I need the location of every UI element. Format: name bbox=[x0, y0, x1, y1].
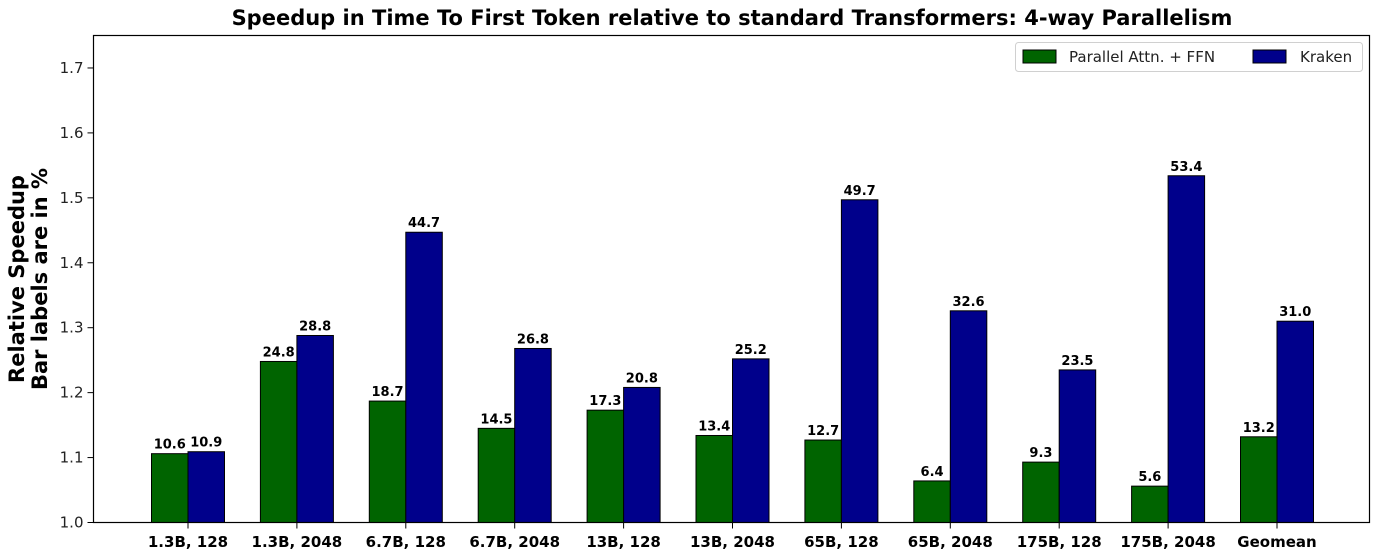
y-axis: 1.0 1.1 1.2 1.3 1.4 1.5 1.6 1.7 bbox=[60, 59, 94, 532]
bar-value-label: 6.4 bbox=[921, 465, 944, 480]
legend-swatch-parallel-attn-ffn bbox=[1022, 49, 1057, 64]
x-tick-label: 1.3B, 128 bbox=[148, 533, 228, 551]
legend: Parallel Attn. + FFN Kraken bbox=[1015, 42, 1363, 72]
x-tick-label: 13B, 128 bbox=[586, 533, 661, 551]
bar-value-labels: 10.6 10.9 24.8 28.8 18.7 44.7 14.5 26.8 17.3 20.8… bbox=[154, 160, 1312, 485]
bar-kraken bbox=[623, 386, 661, 523]
bar-parallel-attn-ffn bbox=[477, 427, 516, 524]
bar-value-label: 20.8 bbox=[626, 371, 658, 386]
x-tick-label: 65B, 2048 bbox=[908, 533, 993, 551]
bar-value-label: 25.2 bbox=[735, 343, 767, 358]
bar-series bbox=[151, 175, 1314, 524]
x-tick-label: 1.3B, 2048 bbox=[252, 533, 343, 551]
bar-parallel-attn-ffn bbox=[1022, 461, 1060, 523]
bar-parallel-attn-ffn bbox=[151, 453, 189, 523]
y-tick-label: 1.5 bbox=[60, 189, 84, 207]
x-tick-label: 175B, 2048 bbox=[1120, 533, 1215, 551]
bar-value-label: 28.8 bbox=[299, 319, 331, 334]
legend-label-kraken: Kraken bbox=[1300, 48, 1352, 66]
bar-value-label: 24.8 bbox=[263, 345, 295, 360]
bar-parallel-attn-ffn bbox=[368, 400, 407, 524]
bar-value-label: 12.7 bbox=[807, 424, 839, 439]
x-tick-label: 13B, 2048 bbox=[690, 533, 775, 551]
bar-kraken bbox=[840, 199, 879, 523]
y-tick-label: 1.7 bbox=[60, 59, 84, 77]
bar-value-label: 13.4 bbox=[698, 419, 730, 434]
bar-value-label: 5.6 bbox=[1138, 470, 1161, 485]
bar-parallel-attn-ffn bbox=[586, 409, 625, 524]
bar-kraken bbox=[949, 310, 988, 523]
bar-parallel-attn-ffn bbox=[804, 439, 842, 523]
bar-kraken bbox=[514, 347, 552, 523]
bar-value-label: 9.3 bbox=[1029, 446, 1052, 461]
bar-parallel-attn-ffn bbox=[695, 434, 733, 523]
bar-value-label: 49.7 bbox=[844, 184, 876, 199]
y-tick-label: 1.4 bbox=[60, 254, 84, 272]
bar-kraken bbox=[1058, 369, 1097, 524]
x-tick-label: 175B, 128 bbox=[1017, 533, 1102, 551]
legend-label-parallel-attn-ffn: Parallel Attn. + FFN bbox=[1069, 48, 1215, 66]
bar-kraken bbox=[296, 334, 334, 523]
y-tick-label: 1.0 bbox=[60, 514, 84, 532]
y-tick-label: 1.1 bbox=[60, 449, 84, 467]
bar-kraken bbox=[1167, 175, 1206, 523]
bar-value-label: 26.8 bbox=[517, 332, 549, 347]
x-tick-label: 6.7B, 2048 bbox=[469, 533, 560, 551]
x-tick-label: 65B, 128 bbox=[804, 533, 879, 551]
y-axis-label: Relative Speedup Bar labels are in % bbox=[5, 168, 52, 390]
bar-parallel-attn-ffn bbox=[1240, 436, 1278, 523]
y-tick-label: 1.6 bbox=[60, 124, 84, 142]
bar-kraken bbox=[187, 451, 225, 523]
y-tick-label: 1.2 bbox=[60, 384, 84, 402]
y-tick-label: 1.3 bbox=[60, 319, 84, 337]
bar-kraken bbox=[405, 231, 443, 524]
bar-parallel-attn-ffn bbox=[913, 480, 951, 523]
chart-title: Speedup in Time To First Token relative … bbox=[232, 6, 1233, 30]
bar-kraken bbox=[1276, 320, 1314, 523]
bar-value-label: 53.4 bbox=[1170, 160, 1202, 175]
bar-kraken bbox=[732, 358, 770, 524]
y-axis-label-line-2: Bar labels are in % bbox=[28, 168, 52, 390]
bar-value-label: 13.2 bbox=[1243, 421, 1275, 436]
bar-value-label: 17.3 bbox=[589, 394, 621, 409]
bar-value-label: 18.7 bbox=[372, 385, 404, 400]
bar-parallel-attn-ffn bbox=[1131, 485, 1169, 523]
bar-parallel-attn-ffn bbox=[259, 360, 298, 523]
bar-value-label: 10.9 bbox=[190, 436, 222, 451]
x-tick-label: Geomean bbox=[1237, 533, 1316, 551]
bar-value-label: 44.7 bbox=[408, 216, 440, 231]
bar-value-label: 32.6 bbox=[953, 295, 985, 310]
plot-area-frame bbox=[92, 34, 1371, 524]
bar-value-label: 10.6 bbox=[154, 438, 186, 453]
bar-value-label: 14.5 bbox=[480, 412, 512, 427]
x-axis: 1.3B, 128 1.3B, 2048 6.7B, 128 6.7B, 2048 13… bbox=[148, 522, 1317, 551]
bar-value-label: 23.5 bbox=[1061, 354, 1093, 369]
x-tick-label: 6.7B, 128 bbox=[366, 533, 446, 551]
y-axis-label-line-1: Relative Speedup bbox=[5, 175, 29, 383]
legend-swatch-kraken bbox=[1252, 49, 1287, 64]
bar-value-label: 31.0 bbox=[1279, 305, 1311, 320]
